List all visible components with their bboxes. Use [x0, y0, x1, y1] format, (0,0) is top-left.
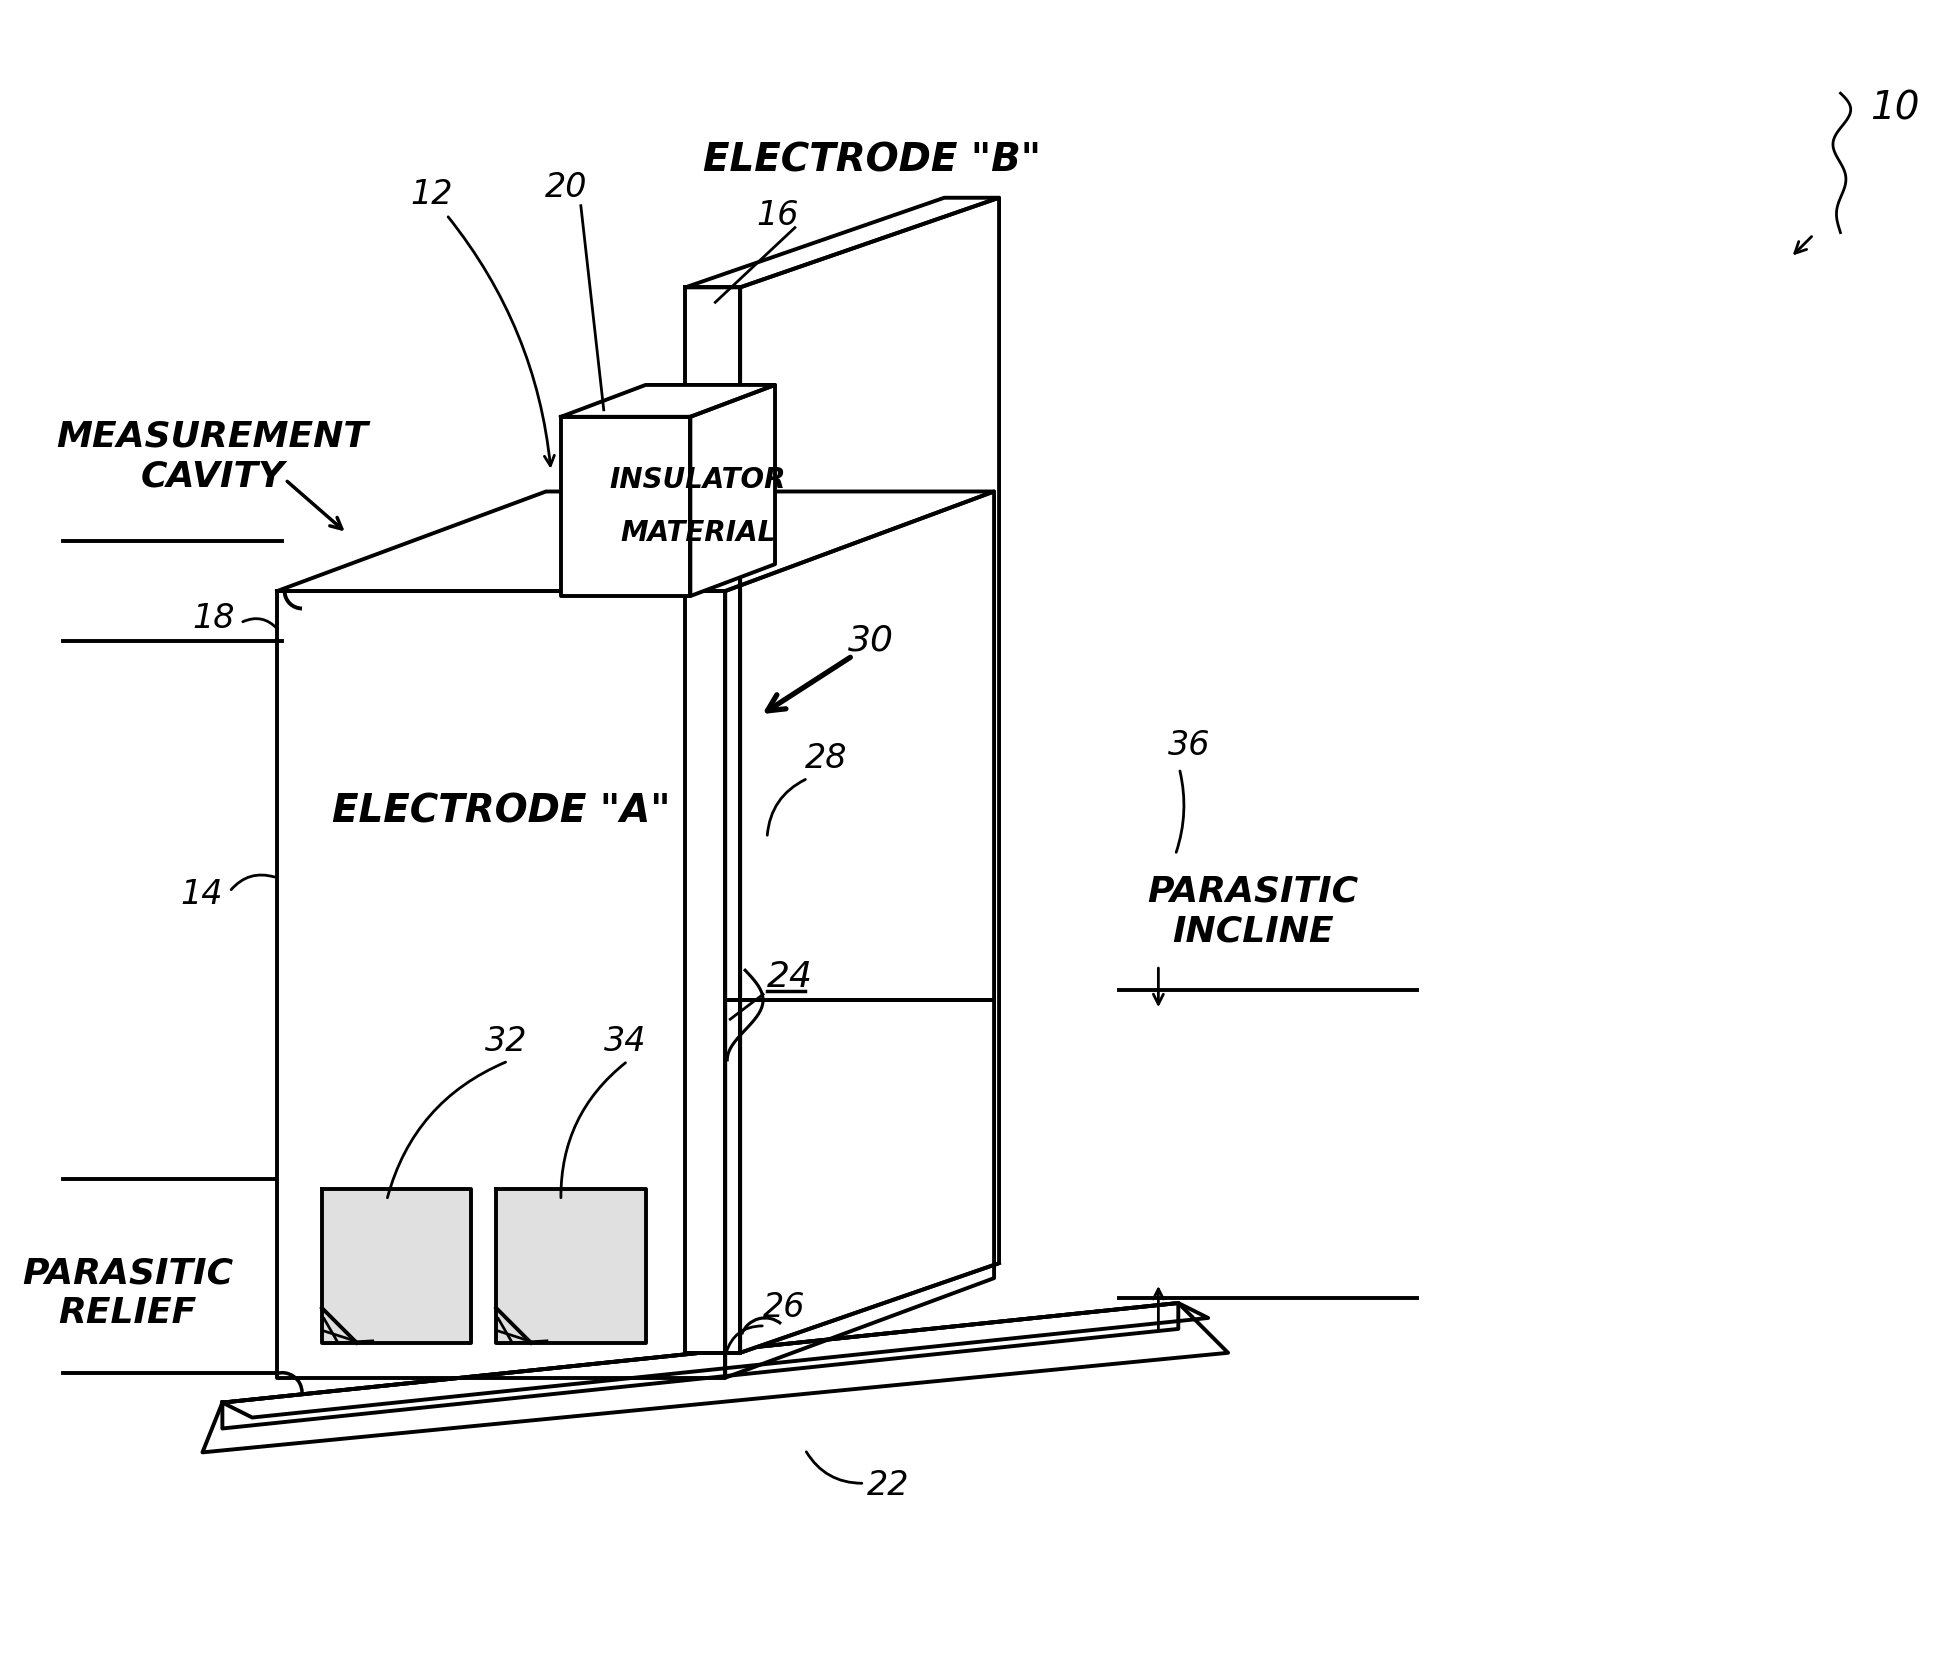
Text: ELECTRODE "A": ELECTRODE "A"	[331, 792, 670, 831]
Text: MEASUREMENT: MEASUREMENT	[56, 420, 368, 453]
Text: ELECTRODE "B": ELECTRODE "B"	[703, 141, 1042, 180]
Polygon shape	[496, 1189, 646, 1343]
Text: 18: 18	[193, 603, 236, 635]
Text: 36: 36	[1168, 729, 1211, 762]
Text: INCLINE: INCLINE	[1172, 915, 1334, 949]
Text: CAVITY: CAVITY	[140, 460, 284, 494]
Polygon shape	[724, 492, 995, 1378]
Polygon shape	[561, 384, 775, 416]
Text: 24: 24	[767, 960, 814, 994]
Text: 16: 16	[757, 200, 800, 232]
Polygon shape	[276, 492, 995, 591]
Polygon shape	[321, 1189, 471, 1343]
Polygon shape	[276, 591, 724, 1378]
Text: PARASITIC: PARASITIC	[1147, 875, 1359, 908]
Polygon shape	[691, 384, 775, 596]
Text: 20: 20	[545, 171, 588, 205]
Text: 28: 28	[804, 742, 847, 774]
Text: 10: 10	[1871, 89, 1920, 128]
Polygon shape	[202, 1303, 1229, 1452]
Polygon shape	[740, 198, 999, 1353]
Polygon shape	[222, 1303, 1209, 1417]
Text: 32: 32	[485, 1024, 528, 1058]
Polygon shape	[561, 416, 691, 596]
Text: PARASITIC: PARASITIC	[21, 1256, 234, 1289]
Polygon shape	[685, 198, 999, 287]
Text: 14: 14	[179, 878, 222, 912]
Polygon shape	[222, 1303, 1178, 1429]
Polygon shape	[685, 287, 740, 1353]
Text: 12: 12	[411, 178, 454, 212]
Text: INSULATOR: INSULATOR	[609, 465, 787, 494]
Text: MATERIAL: MATERIAL	[621, 519, 775, 547]
Text: RELIEF: RELIEF	[58, 1296, 197, 1330]
Text: 22: 22	[866, 1469, 909, 1501]
Text: 26: 26	[763, 1291, 806, 1325]
Text: 34: 34	[604, 1024, 646, 1058]
Text: 30: 30	[847, 625, 894, 658]
